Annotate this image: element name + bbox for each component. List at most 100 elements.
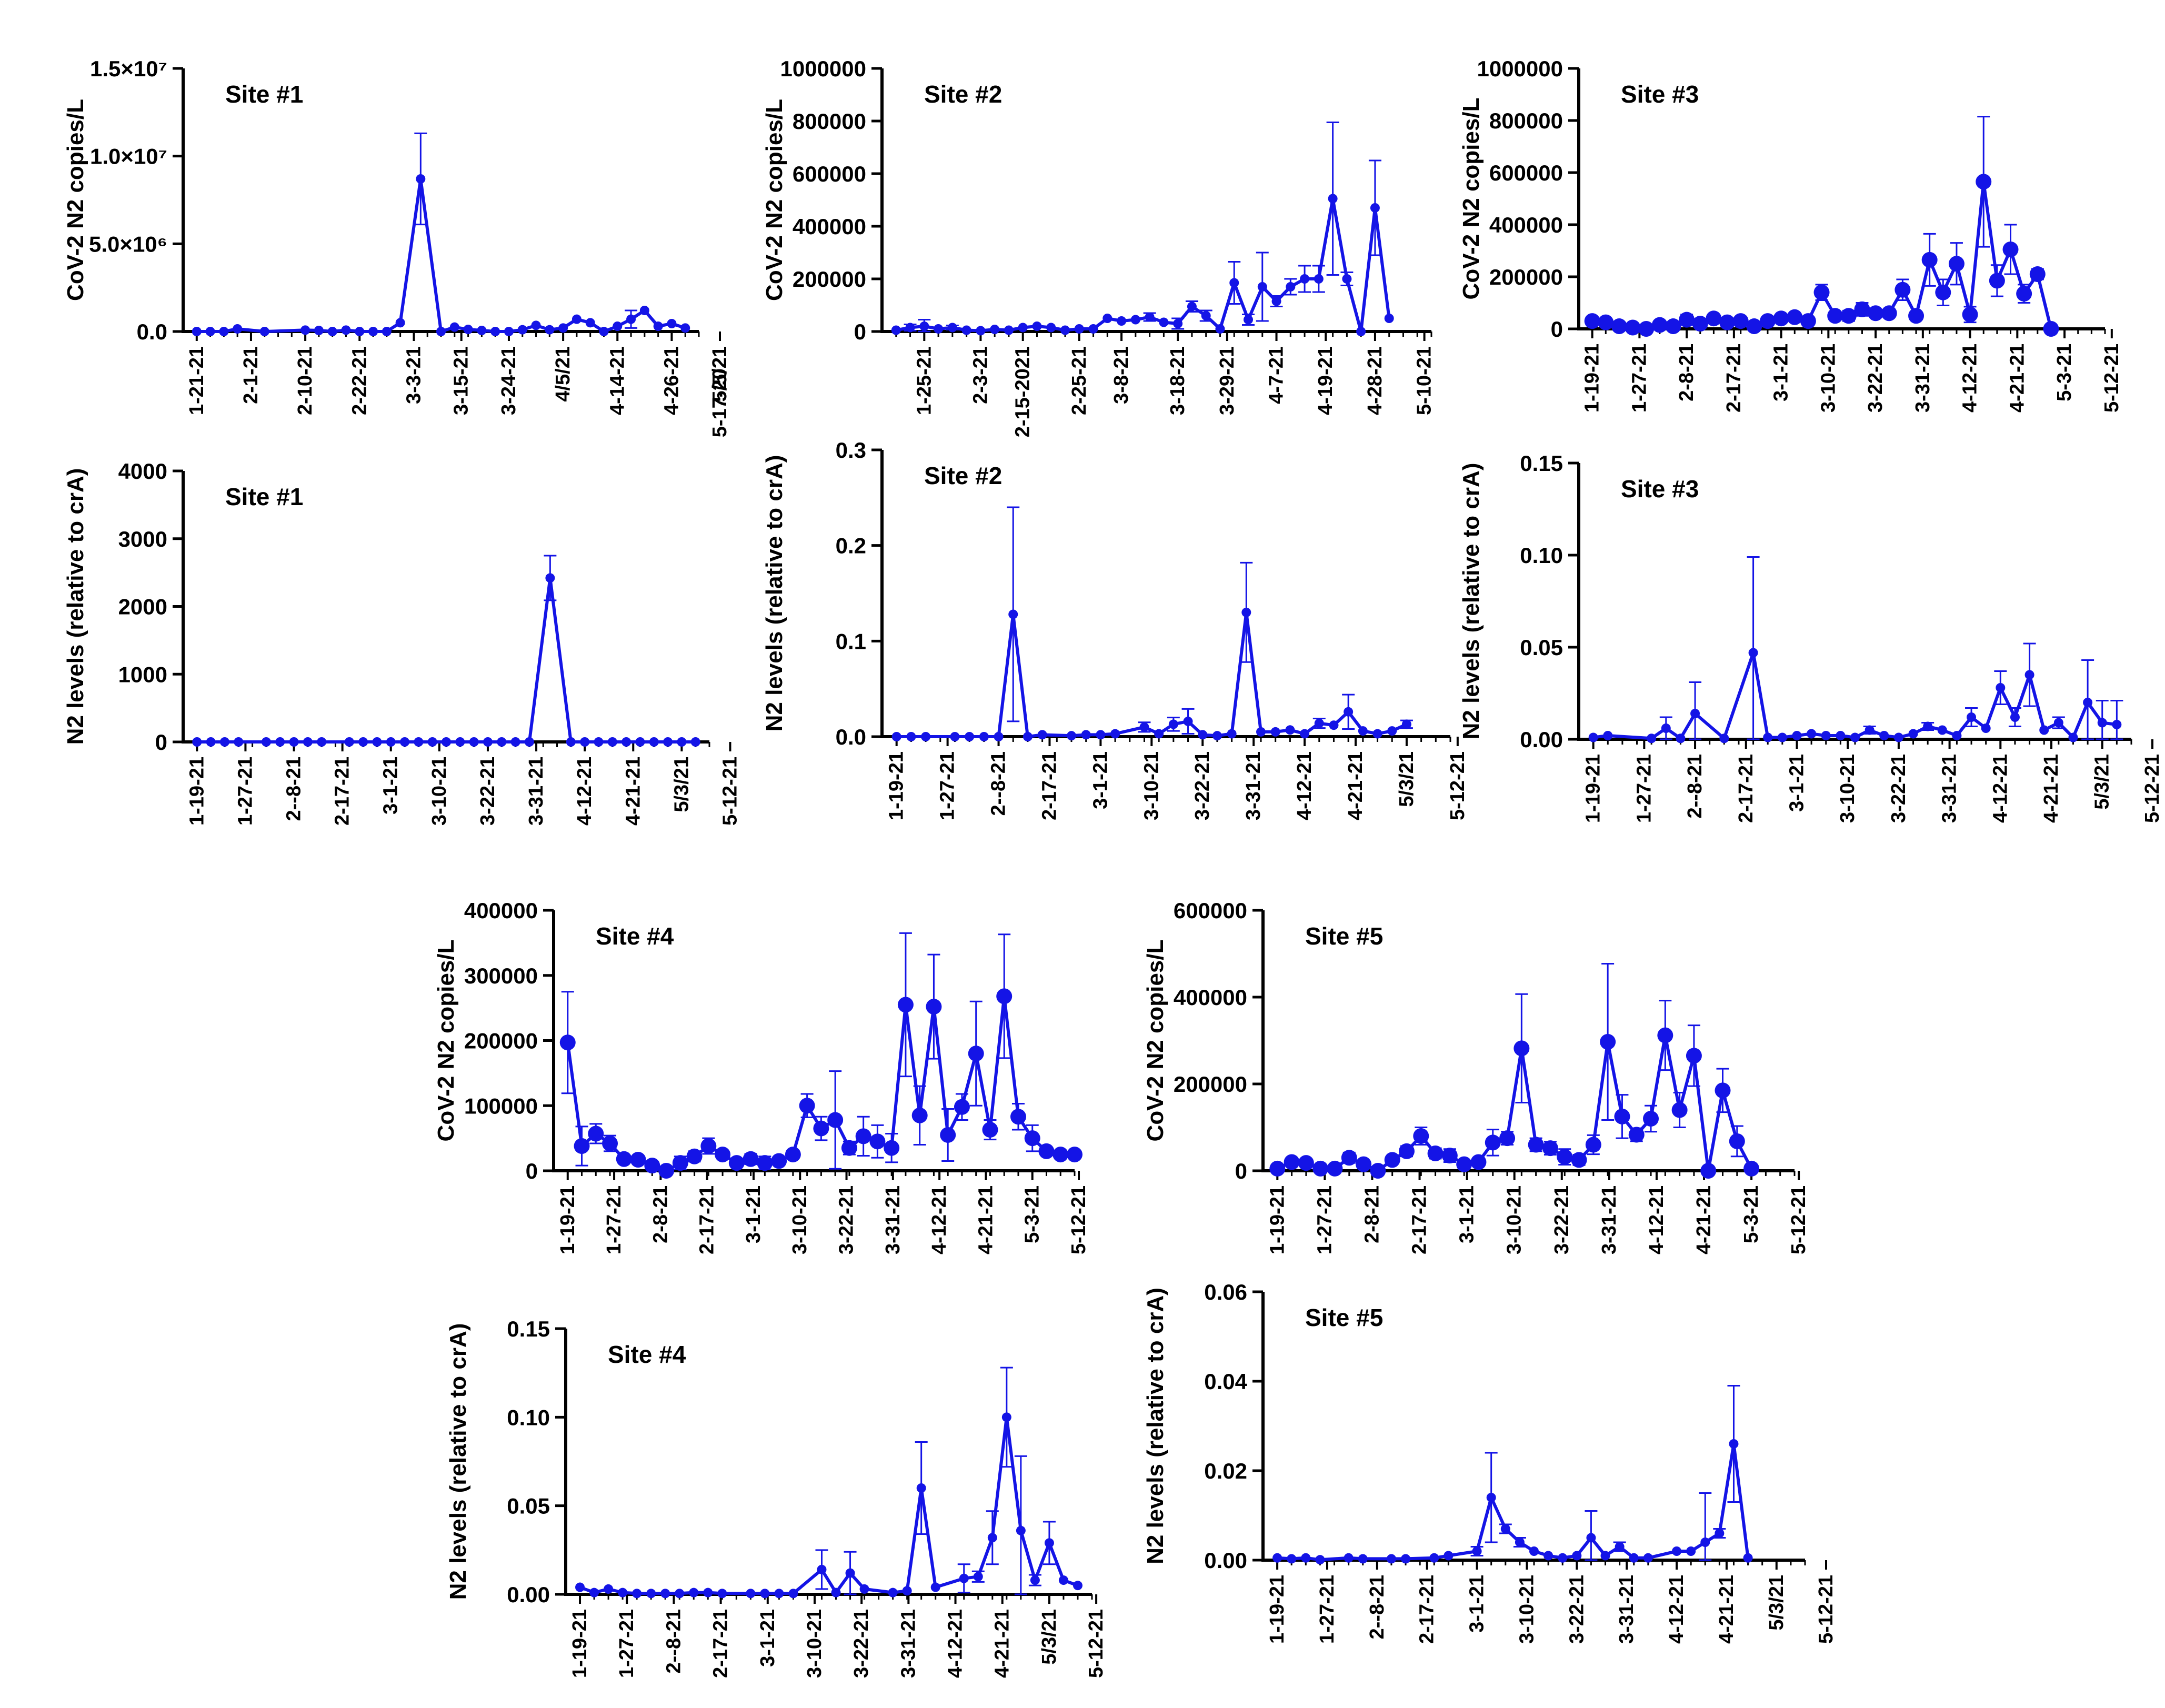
x-tick-label: 2--8-21 xyxy=(988,751,1010,816)
data-point xyxy=(1485,1134,1501,1151)
data-point xyxy=(639,306,649,315)
data-point xyxy=(455,737,465,747)
data-point xyxy=(940,1127,956,1143)
data-point xyxy=(192,327,202,336)
x-tick-label: 5-3-21 xyxy=(2053,344,2076,401)
data-point xyxy=(1010,1109,1026,1125)
data-point xyxy=(916,1483,926,1493)
chart-title: Site #5 xyxy=(1305,922,1383,950)
data-point xyxy=(1629,1553,1639,1563)
data-point xyxy=(743,1151,759,1167)
y-tick-label: 0.02 xyxy=(1204,1459,1247,1483)
data-point xyxy=(947,323,957,333)
x-tick-label: 2-17-21 xyxy=(332,757,354,826)
data-point xyxy=(672,1155,688,1171)
data-point xyxy=(1387,726,1397,736)
data-point xyxy=(1643,1553,1653,1563)
data-point xyxy=(1840,308,1857,324)
data-point xyxy=(1981,724,1991,733)
x-tick-label: 5-3-21 xyxy=(1740,1185,1762,1243)
x-tick-label: 3-22-21 xyxy=(836,1185,858,1254)
x-tick-label: 3-22-21 xyxy=(477,757,499,826)
x-tick-label: 4-21-21 xyxy=(2006,344,2028,413)
data-point xyxy=(303,737,313,747)
data-point xyxy=(632,1589,642,1599)
data-point xyxy=(622,737,632,747)
data-point xyxy=(463,325,473,334)
data-point xyxy=(1935,284,1951,300)
data-point xyxy=(382,327,392,336)
data-point xyxy=(1159,317,1169,327)
data-point xyxy=(1895,282,1911,298)
data-point xyxy=(855,1128,871,1144)
data-point xyxy=(884,1140,900,1156)
data-point xyxy=(813,1120,829,1137)
data-point xyxy=(483,737,493,747)
data-point xyxy=(954,1099,970,1115)
x-tick-label: 5-12-21 xyxy=(1788,1185,1810,1254)
data-point xyxy=(788,1589,798,1599)
y-tick-label: 300000 xyxy=(464,963,538,988)
x-tick-label: 1-19-21 xyxy=(569,1609,591,1678)
data-point xyxy=(1500,1524,1510,1534)
data-point xyxy=(1719,314,1736,330)
data-point xyxy=(1096,730,1106,740)
y-tick-label: 800000 xyxy=(793,109,866,134)
data-point xyxy=(1212,731,1222,741)
x-tick-label: 4-21-21 xyxy=(1716,1575,1738,1644)
data-point xyxy=(1628,1127,1645,1143)
x-tick-label: 3-31-21 xyxy=(1598,1185,1620,1254)
data-point xyxy=(1271,296,1281,306)
x-tick-label: 4-21-21 xyxy=(1693,1185,1715,1254)
data-point xyxy=(1284,1154,1300,1170)
data-point xyxy=(1676,734,1686,744)
x-tick-label: 1-27-21 xyxy=(1316,1575,1338,1644)
data-point xyxy=(1110,729,1120,739)
y-tick-label: 600000 xyxy=(1174,898,1247,923)
error-bar xyxy=(1699,1492,1712,1561)
data-point xyxy=(2039,725,2049,735)
x-tick-label: 3-1-21 xyxy=(1456,1185,1478,1243)
data-point xyxy=(1023,732,1033,741)
data-point xyxy=(414,737,424,747)
data-point xyxy=(1060,325,1070,335)
data-point xyxy=(1572,1551,1582,1561)
chart-title: Site #2 xyxy=(924,81,1002,108)
data-point xyxy=(1456,1156,1472,1172)
data-point xyxy=(1706,310,1722,327)
chart-title: Site #5 xyxy=(1305,1304,1383,1331)
data-point xyxy=(1046,323,1056,333)
data-point xyxy=(1187,302,1197,312)
x-tick-label: 3-22-21 xyxy=(1191,751,1214,820)
data-point xyxy=(594,737,604,747)
y-tick-label: 400000 xyxy=(464,898,538,923)
data-point xyxy=(1328,194,1338,204)
data-point xyxy=(1759,313,1776,329)
data-point xyxy=(1030,1575,1040,1585)
data-point xyxy=(618,1588,628,1598)
x-tick-label: 3-31-21 xyxy=(1939,754,1961,823)
chart-s4-copies: 0 100000 200000 300000 400000 1-19-21 1-27-21 2… xyxy=(433,898,1090,1254)
y-tick-label: 4000 xyxy=(118,459,167,484)
data-point xyxy=(1921,252,1938,268)
data-point xyxy=(449,322,459,332)
data-point xyxy=(1643,1111,1659,1127)
x-tick-label: 4-12-21 xyxy=(1989,754,2011,823)
x-tick-label: 5-12-21 xyxy=(1447,751,1469,820)
y-tick-label: 0.05 xyxy=(1520,635,1563,660)
data-point xyxy=(1018,323,1028,333)
data-point xyxy=(442,737,451,747)
data-point xyxy=(1586,1533,1596,1543)
y-tick-label: 1000000 xyxy=(1477,56,1563,81)
x-tick-label: 5-12-21 xyxy=(1085,1609,1107,1678)
data-point xyxy=(2068,732,2078,742)
data-point xyxy=(760,1589,770,1599)
data-point xyxy=(575,1582,585,1592)
data-point xyxy=(192,737,202,747)
data-point xyxy=(1358,726,1368,736)
data-point xyxy=(1215,324,1225,334)
data-point xyxy=(653,321,663,331)
data-point xyxy=(1074,324,1084,334)
data-point xyxy=(891,732,901,741)
data-point xyxy=(1679,312,1695,328)
